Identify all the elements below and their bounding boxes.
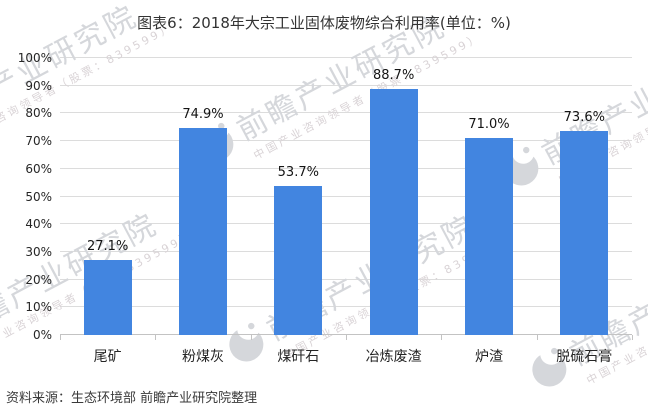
bar-尾矿 — [83, 259, 132, 335]
bar-脱硫石膏 — [560, 131, 609, 335]
bar-value-label: 73.6% — [563, 110, 605, 126]
bar-煤矸石 — [274, 186, 323, 335]
gridline — [60, 84, 632, 86]
bar-value-label: 88.7% — [373, 68, 415, 84]
y-tick-label: 80% — [25, 106, 52, 121]
gridline — [60, 140, 632, 142]
y-tick-label: 90% — [25, 78, 52, 93]
y-tick-label: 30% — [25, 244, 52, 259]
gridline — [60, 167, 632, 169]
x-axis-labels: 尾矿 粉煤灰 煤矸石 冶炼废渣 炉渣 脱硫石膏 — [60, 346, 632, 366]
bar-冶炼废渣 — [369, 89, 418, 335]
bar-炉渣 — [465, 138, 513, 335]
axis-tick — [346, 335, 347, 340]
y-tick-label: 40% — [25, 217, 52, 232]
x-tick-label: 炉渣 — [474, 349, 503, 365]
axis-tick — [441, 335, 443, 340]
chart-title: 图表6：2018年大宗工业固体废物综合利用率(单位：%) — [137, 14, 511, 32]
gridline — [60, 112, 632, 114]
y-tick-label: 50% — [25, 189, 52, 204]
y-tick-label: 10% — [25, 300, 52, 315]
y-tick-label: 60% — [25, 161, 52, 176]
bar-value-label: 74.9% — [182, 106, 224, 122]
gridline — [60, 195, 632, 197]
x-tick-label: 脱硫石膏 — [556, 349, 613, 365]
y-tick-label: 20% — [25, 272, 52, 287]
bar-粉煤灰 — [179, 127, 227, 335]
axis-tick — [60, 335, 61, 340]
gridline — [60, 223, 632, 225]
bar-value-label: 53.7% — [277, 165, 319, 181]
axis-tick — [536, 335, 538, 340]
bar-value-label: 27.1% — [87, 238, 129, 254]
axis-tick — [250, 335, 252, 340]
y-tick-label: 0% — [32, 328, 52, 342]
x-tick-label: 粉煤灰 — [181, 349, 224, 365]
x-tick-label: 冶炼废渣 — [365, 349, 422, 365]
axis-tick — [155, 335, 157, 340]
y-tick-label: 70% — [25, 134, 52, 149]
gridline — [60, 306, 632, 308]
x-tick-label: 尾矿 — [93, 349, 122, 365]
x-tick-label: 煤矸石 — [277, 349, 320, 365]
gridline — [60, 250, 632, 252]
gridline — [60, 278, 632, 280]
y-tick-label: 100% — [17, 51, 52, 65]
bar-value-label: 71.0% — [468, 117, 510, 133]
x-axis-line — [60, 334, 632, 335]
axis-tick — [632, 335, 633, 340]
plot-area: 27.1% 74.9% 53.7% 88.7% 71.0% 73.6% — [60, 57, 633, 340]
gridline — [60, 57, 632, 58]
source-note: 资料来源：生态环境部 前瞻产业研究院整理 — [6, 391, 258, 406]
